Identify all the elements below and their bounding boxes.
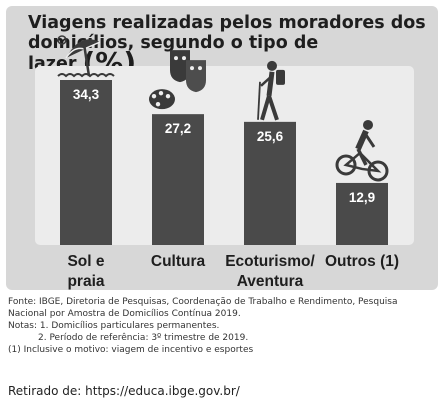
chart-title: Viagens realizadas pelos moradores dos d… — [28, 13, 428, 77]
value-label: 34,3 — [73, 87, 100, 102]
cyclist-icon — [335, 119, 389, 182]
category-label: Cultura — [151, 253, 206, 270]
category-label: praia — [67, 273, 104, 290]
value-label: 25,6 — [257, 129, 284, 144]
category-label: Ecoturismo/ — [225, 253, 315, 270]
footnote-fonte: Fonte: IBGE, Diretoria de Pesquisas, Coo… — [8, 297, 398, 319]
bar-1 — [60, 80, 112, 245]
category-label: Aventura — [237, 273, 304, 290]
bar-3 — [244, 121, 296, 245]
chart-title-line1: Viagens realizadas pelos moradores dos — [28, 13, 426, 33]
category-label: Outros (1) — [325, 253, 399, 270]
footnotes: Fonte: IBGE, Diretoria de Pesquisas, Coo… — [8, 296, 438, 356]
bar-chart: 34,3 Sol e praia 27,2 Cultura 25,6 Ecoturismo/… — [35, 35, 414, 290]
theater-masks-palette-icon — [149, 50, 206, 110]
value-label: 27,2 — [165, 121, 191, 136]
beach-umbrella-icon — [57, 35, 115, 78]
source-credit: Retirado de: https://educa.ibge.gov.br/ — [8, 384, 240, 398]
bar-2 — [152, 114, 204, 246]
value-label: 12,9 — [349, 190, 375, 205]
footnote-nota3: (1) Inclusive o motivo: viagem de incent… — [8, 345, 254, 355]
bar-4 — [336, 182, 388, 245]
category-label: Sol e — [67, 253, 104, 270]
footnote-nota2: 2. Período de referência: 3º trimestre d… — [38, 333, 249, 343]
hiker-icon — [257, 60, 285, 121]
footnote-nota1: Notas: 1. Domicílios particulares perman… — [8, 321, 220, 331]
